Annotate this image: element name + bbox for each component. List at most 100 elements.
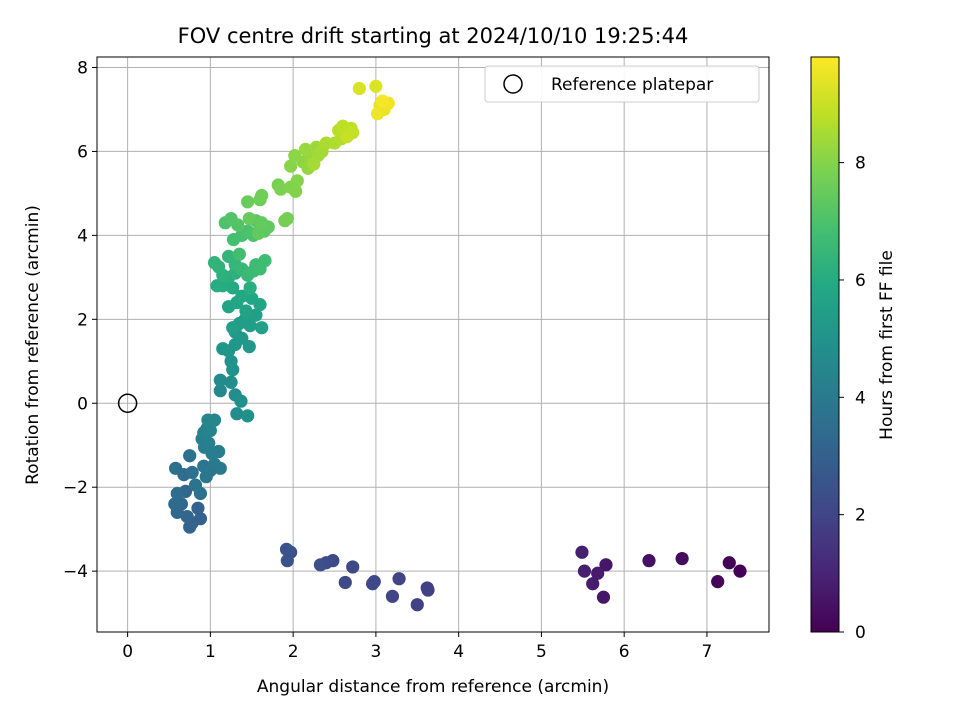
data-point — [188, 478, 203, 492]
data-point — [170, 486, 184, 501]
data-point — [711, 575, 725, 589]
legend-label: Reference platepar — [551, 75, 713, 95]
plot-frame — [96, 56, 770, 633]
data-point — [733, 564, 747, 578]
data-point — [410, 598, 424, 612]
colorbar-tick-label: 4 — [855, 388, 866, 408]
data-point — [313, 558, 328, 572]
data-point — [255, 188, 269, 203]
data-point — [289, 184, 303, 198]
data-point — [385, 589, 400, 603]
y-tick-label: 0 — [77, 394, 88, 414]
data-point — [183, 520, 197, 534]
data-point — [280, 211, 294, 226]
data-point — [346, 560, 360, 574]
x-tick-label: 1 — [205, 642, 216, 662]
colorbar-tick-label: 8 — [855, 154, 866, 174]
data-point — [280, 554, 294, 568]
y-tick-label: −2 — [63, 478, 88, 498]
data-point — [338, 575, 352, 590]
data-point — [213, 461, 227, 475]
data-point — [241, 409, 255, 423]
colorbar-tick-label: 2 — [855, 506, 866, 526]
data-point — [210, 279, 224, 293]
data-point — [642, 554, 656, 568]
colorbar-ticks: 0 2 4 6 8 — [839, 154, 866, 643]
data-point — [596, 590, 611, 604]
y-tick-label: −4 — [63, 562, 88, 582]
data-point — [365, 577, 380, 591]
data-point — [231, 218, 245, 232]
x-tick-label: 3 — [370, 642, 381, 662]
data-point — [234, 394, 248, 408]
data-point — [675, 551, 689, 566]
data-point — [249, 308, 263, 322]
data-point — [279, 542, 294, 556]
data-point — [284, 159, 298, 173]
data-point — [242, 211, 256, 226]
data-point — [369, 79, 383, 93]
grid-lines — [97, 57, 769, 632]
data-point — [392, 572, 406, 586]
data-point — [226, 281, 240, 295]
data-point — [213, 384, 227, 398]
data-point — [207, 413, 222, 427]
data-point — [169, 461, 183, 475]
x-tick-label: 5 — [536, 642, 547, 662]
x-axis-ticks: 0 1 2 3 4 5 6 7 — [122, 632, 712, 662]
data-point — [185, 465, 199, 480]
data-point — [242, 339, 256, 354]
y-tick-label: 4 — [77, 226, 88, 246]
x-tick-label: 4 — [453, 642, 464, 662]
x-tick-label: 0 — [122, 642, 133, 662]
y-tick-label: 6 — [77, 142, 88, 162]
data-point — [575, 545, 589, 559]
data-point — [183, 449, 197, 463]
colorbar: 0 2 4 6 8 Hours from first FF file — [810, 56, 897, 643]
y-axis-label: Rotation from reference (arcmin) — [23, 205, 43, 485]
data-point — [191, 501, 205, 515]
reference-platepar-marker — [117, 393, 138, 414]
x-axis-label: Angular distance from reference (arcmin) — [257, 677, 609, 697]
data-point — [243, 281, 257, 295]
data-point — [239, 304, 253, 318]
data-point — [307, 157, 321, 171]
data-point — [180, 509, 194, 524]
data-point — [258, 253, 272, 268]
data-point — [577, 564, 592, 578]
data-point — [420, 581, 434, 595]
data-point — [375, 94, 390, 108]
data-point — [202, 436, 216, 450]
y-tick-label: 8 — [77, 58, 88, 78]
data-point — [224, 375, 238, 389]
data-point — [207, 256, 222, 270]
data-point — [352, 81, 366, 96]
legend: Reference platepar — [484, 65, 760, 103]
data-point — [168, 497, 182, 511]
data-point — [255, 321, 269, 335]
chart-title: FOV centre drift starting at 2024/10/10 … — [178, 24, 689, 48]
data-point — [203, 423, 217, 438]
legend-marker — [503, 74, 523, 94]
data-point — [298, 142, 313, 156]
data-point — [230, 407, 244, 421]
colorbar-label: Hours from first FF file — [877, 250, 897, 440]
data-point — [224, 354, 238, 368]
data-point — [290, 174, 304, 188]
data-point — [213, 373, 227, 387]
data-point — [226, 321, 240, 335]
data-points — [168, 79, 747, 612]
y-axis-ticks: −4 −2 0 2 4 6 8 — [63, 58, 97, 582]
data-point — [232, 247, 246, 261]
x-tick-label: 7 — [702, 642, 713, 662]
colorbar-tick-label: 0 — [855, 623, 866, 643]
data-point — [255, 216, 269, 230]
data-point — [586, 577, 600, 591]
x-tick-label: 6 — [619, 642, 630, 662]
data-point — [235, 289, 249, 303]
data-point — [370, 107, 385, 121]
data-point — [274, 182, 288, 196]
x-tick-label: 2 — [288, 642, 299, 662]
colorbar-gradient — [810, 56, 840, 633]
